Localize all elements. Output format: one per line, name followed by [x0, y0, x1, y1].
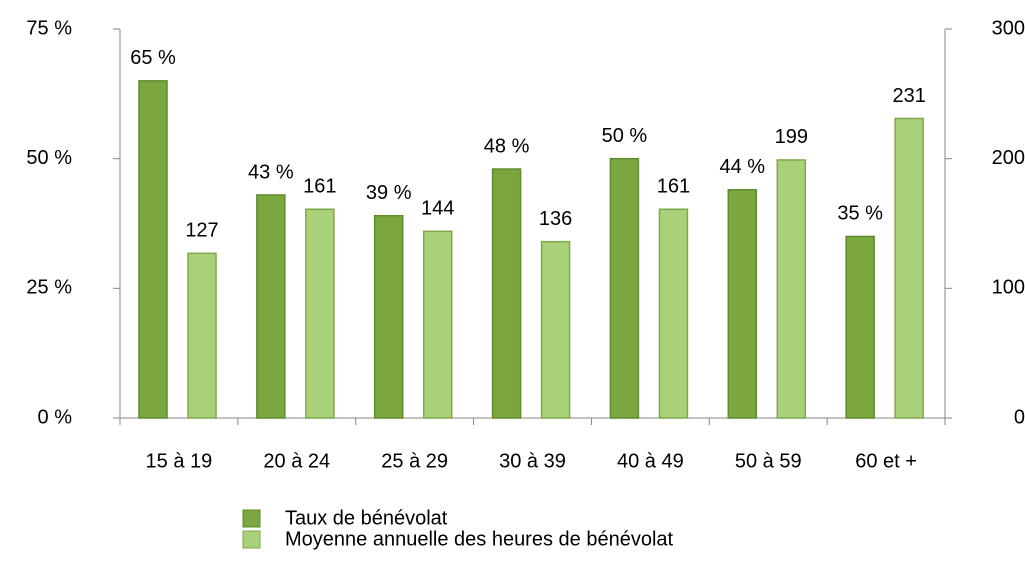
bar — [256, 194, 286, 419]
legend-label: Taux de bénévolat — [285, 507, 448, 529]
y2-tick-label: 300 — [992, 17, 1025, 39]
value-label: 199 — [775, 126, 808, 148]
legend-label: Moyenne annuelle des heures de bénévolat — [285, 528, 674, 550]
x-tick-label: 25 à 29 — [381, 450, 448, 472]
bar — [540, 240, 571, 419]
y-tick-label: 0 % — [38, 406, 73, 428]
y-tick-label: 75 % — [26, 17, 72, 39]
value-label: 43 % — [248, 161, 294, 183]
bar — [609, 157, 640, 419]
bar — [305, 208, 335, 419]
x-tick-label: 30 à 39 — [499, 450, 566, 472]
x-tick-label: 60 et + — [855, 450, 917, 472]
value-label: 35 % — [837, 203, 883, 225]
y-tick-label: 25 % — [26, 277, 72, 299]
bar — [491, 168, 522, 419]
value-label: 144 — [421, 198, 454, 220]
value-label: 136 — [539, 208, 572, 230]
legend-swatch — [242, 530, 261, 549]
value-label: 65 % — [130, 47, 176, 69]
value-label: 231 — [892, 85, 925, 107]
value-label: 161 — [657, 176, 690, 198]
x-tick-label: 50 à 59 — [735, 450, 802, 472]
x-tick-label: 15 à 19 — [146, 450, 213, 472]
value-label: 161 — [303, 176, 336, 198]
x-tick-label: 20 à 24 — [263, 450, 330, 472]
bar — [894, 117, 924, 419]
bar — [658, 208, 689, 419]
bar — [845, 235, 875, 419]
y2-tick-label: 100 — [992, 277, 1025, 299]
x-tick-label: 40 à 49 — [617, 450, 684, 472]
bar — [727, 189, 758, 419]
value-label: 127 — [185, 220, 218, 242]
y2-tick-label: 0 — [1014, 406, 1025, 428]
bar — [138, 80, 168, 419]
y-tick-label: 50 % — [26, 147, 72, 169]
bar — [422, 230, 453, 419]
bar — [187, 252, 217, 419]
value-label: 39 % — [366, 182, 412, 204]
value-label: 50 % — [602, 125, 648, 147]
y2-tick-label: 200 — [992, 147, 1025, 169]
value-label: 48 % — [484, 135, 530, 157]
bar — [373, 214, 404, 419]
legend-swatch — [242, 509, 261, 528]
value-label: 44 % — [719, 156, 765, 178]
bar — [776, 159, 807, 419]
